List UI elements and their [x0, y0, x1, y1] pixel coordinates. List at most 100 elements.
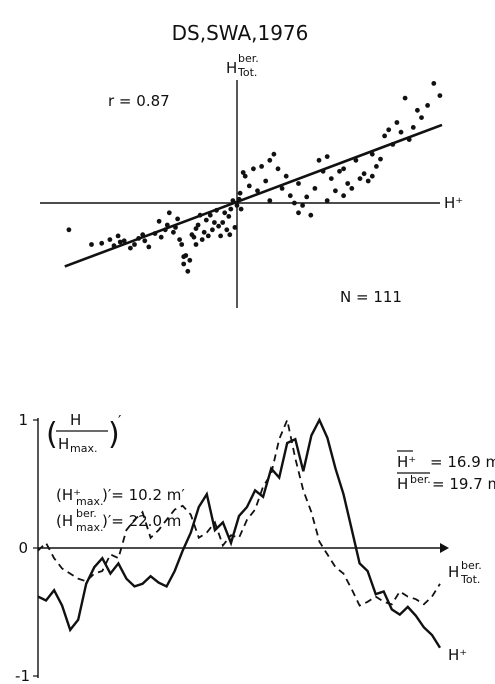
scatter-point-25	[185, 268, 191, 274]
scatter-point-81	[345, 181, 351, 186]
scatter-point-93	[394, 120, 400, 125]
scatter-y-axis-label: H ber. Tot.	[226, 52, 259, 79]
scatter-point-92	[390, 142, 396, 147]
series-h-plus-line	[37, 417, 442, 649]
scatter-point-19	[173, 225, 178, 230]
scatter-point-106	[296, 181, 301, 186]
hmax-ber-sub: max.	[76, 521, 103, 534]
scatter-point-41	[216, 223, 222, 229]
hmax-plus-prefix: (H⁺	[56, 486, 81, 504]
scatter-point-21	[177, 237, 183, 243]
scatter-point-65	[279, 186, 285, 191]
scatter-point-57	[246, 183, 252, 189]
mean-ber-label: H	[397, 475, 408, 493]
scatter-y-label-main: H	[226, 59, 237, 77]
scatter-point-28	[191, 234, 197, 240]
y-tick-label-0: 0	[18, 539, 28, 557]
mean-plus-annotation: H⁺ = 16.9 m	[397, 450, 495, 471]
scatter-point-94	[398, 129, 404, 135]
scatter-point-91	[386, 127, 392, 133]
correlation-label: r = 0.87	[108, 92, 170, 110]
scatter-point-4	[111, 243, 117, 249]
scatter-point-30	[193, 226, 199, 232]
scatter-point-78	[333, 188, 338, 194]
scatter-point-98	[415, 107, 420, 113]
series-label-h-ber-tot: H ber. Tot.	[448, 559, 482, 586]
scatter-point-99	[419, 115, 424, 120]
y-label-denominator-sub: max.	[70, 442, 97, 455]
y-label-paren-left: (	[46, 417, 58, 452]
hmax-ber-prefix: (H	[56, 512, 73, 530]
scatter-point-60	[259, 164, 264, 169]
hmax-ber-annotation: (H ber. max. )′= 22.0 m	[56, 507, 181, 534]
scatter-point-23	[181, 261, 187, 267]
series-label-h-ber-sub: Tot.	[460, 573, 480, 586]
scatter-point-2	[99, 240, 105, 246]
scatter-point-7	[127, 245, 133, 251]
scatter-point-18	[171, 229, 176, 235]
y-label-numerator: H	[70, 411, 81, 429]
series-label-h-ber-sup: ber.	[461, 559, 482, 572]
scatter-point-43	[220, 220, 226, 225]
scatter-point-48	[228, 206, 234, 212]
scatter-point-26	[187, 257, 193, 263]
scatter-point-79	[337, 168, 342, 174]
scatter-y-label-sub: Tot.	[237, 66, 257, 79]
scatter-point-103	[369, 173, 375, 179]
scatter-point-105	[324, 198, 330, 204]
scatter-chart: DS,SWA,1976 H⁺ H ber. Tot. r = 0.87 N = …	[40, 21, 463, 308]
scatter-point-88	[374, 164, 379, 169]
scatter-point-29	[193, 242, 199, 247]
x-axis-arrow-icon	[440, 543, 449, 553]
scatter-point-34	[201, 229, 207, 235]
scatter-point-5	[117, 239, 123, 245]
scatter-point-96	[406, 137, 412, 143]
scatter-point-6	[121, 238, 127, 244]
scatter-point-14	[158, 234, 164, 240]
mean-plus-value: = 16.9 m	[430, 453, 495, 471]
scatter-point-32	[197, 212, 203, 218]
hmax-plus-value: )′= 10.2 m′	[102, 486, 185, 504]
scatter-point-22	[179, 242, 185, 247]
scatter-point-59	[255, 188, 260, 194]
scatter-point-56	[242, 173, 248, 179]
scatter-point-20	[175, 216, 181, 222]
line-chart: 1 0 -1 ( H H max. ) ′ (H⁺ max. )′= 10.2 …	[15, 411, 495, 684]
scatter-point-58	[251, 166, 256, 172]
scatter-point-74	[316, 157, 322, 163]
scatter-point-109	[115, 233, 121, 239]
scatter-point-35	[203, 217, 209, 223]
scatter-point-75	[320, 168, 326, 174]
scatter-point-54	[238, 206, 244, 212]
y-label-paren-right: )	[108, 417, 120, 452]
scatter-point-38	[210, 227, 215, 233]
scatter-point-11	[146, 244, 152, 250]
scatter-point-50	[232, 225, 238, 230]
scatter-point-36	[205, 233, 211, 239]
y-label-prime: ′	[118, 412, 122, 430]
scatter-point-100	[425, 103, 430, 108]
sample-size-label: N = 111	[340, 288, 402, 306]
line-y-axis-label: ( H H max. ) ′	[46, 411, 122, 455]
scatter-point-89	[378, 156, 383, 162]
scatter-point-0	[66, 227, 72, 233]
scatter-title: DS,SWA,1976	[172, 21, 309, 45]
scatter-point-71	[304, 194, 310, 200]
scatter-point-86	[365, 178, 371, 184]
scatter-point-107	[267, 198, 273, 204]
scatter-point-69	[296, 210, 301, 216]
scatter-y-label-sup: ber.	[238, 52, 259, 65]
scatter-point-64	[275, 166, 281, 172]
scatter-point-45	[224, 227, 230, 233]
y-tick-label-neg1: -1	[15, 667, 30, 684]
scatter-point-110	[181, 254, 187, 260]
scatter-point-102	[437, 93, 443, 98]
mean-ber-sup: ber.	[410, 473, 431, 486]
scatter-point-63	[271, 151, 277, 157]
series-label-h-ber-main: H	[448, 563, 459, 581]
scatter-point-8	[132, 242, 137, 247]
scatter-point-72	[308, 212, 314, 218]
mean-ber-annotation: H ber. = 19.7 m	[397, 472, 495, 493]
scatter-point-61	[263, 178, 269, 184]
